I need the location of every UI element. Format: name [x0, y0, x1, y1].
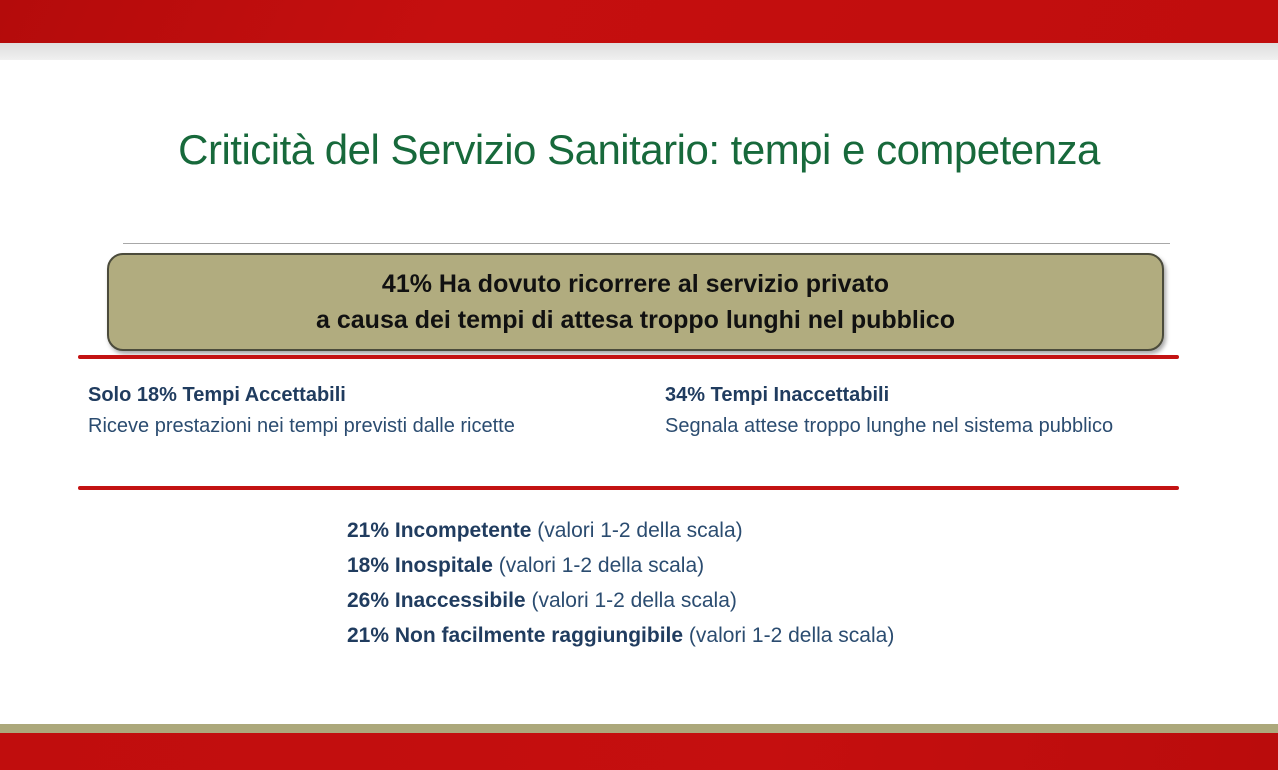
stat-value: 18% Inospitale — [347, 554, 493, 577]
stat-column-heading: 34% Tempi Inaccettabili — [665, 384, 890, 406]
stat-value: 21% Incompetente — [347, 519, 532, 542]
bottom-tan-stripe — [0, 724, 1278, 733]
highlight-box: 41% Ha dovuto ricorrere al servizio priv… — [107, 253, 1164, 351]
stat-column-body: Riceve prestazioni nei tempi previsti da… — [88, 415, 515, 437]
stat-column-heading: Solo 18% Tempi Accettabili — [88, 384, 346, 406]
criticism-stat-list: 21% Incompetente (valori 1-2 della scala… — [347, 513, 894, 653]
stat-column-unacceptable: 34% Tempi Inaccettabili Segnala attese t… — [665, 380, 1185, 441]
top-gray-band — [0, 43, 1278, 60]
red-divider-top — [78, 355, 1179, 359]
bottom-red-bar — [0, 733, 1278, 770]
stat-value: 26% Inaccessibile — [347, 589, 526, 612]
top-red-bar — [0, 0, 1278, 43]
highlight-line-2: a causa dei tempi di attesa troppo lungh… — [316, 305, 955, 334]
list-item: 18% Inospitale (valori 1-2 della scala) — [347, 548, 894, 583]
thin-divider — [123, 243, 1170, 244]
stat-note: (valori 1-2 della scala) — [525, 589, 737, 612]
stat-column-body: Segnala attese troppo lunghe nel sistema… — [665, 415, 1114, 437]
list-item: 21% Incompetente (valori 1-2 della scala… — [347, 513, 894, 548]
stat-note: (valori 1-2 della scala) — [492, 554, 705, 577]
stat-column-acceptable: Solo 18% Tempi Accettabili Riceve presta… — [88, 380, 648, 441]
stat-note: (valori 1-2 della scala) — [683, 624, 895, 647]
highlight-line-1: 41% Ha dovuto ricorrere al servizio priv… — [381, 270, 890, 298]
stat-value: 21% Non facilmente raggiungibile — [347, 624, 684, 647]
red-divider-bottom — [78, 486, 1179, 490]
list-item: 26% Inaccessibile (valori 1-2 della scal… — [347, 583, 894, 618]
list-item: 21% Non facilmente raggiungibile (valori… — [347, 618, 894, 653]
stat-note: (valori 1-2 della scala) — [531, 519, 743, 542]
slide-title: Criticità del Servizio Sanitario: tempi … — [178, 126, 1100, 173]
